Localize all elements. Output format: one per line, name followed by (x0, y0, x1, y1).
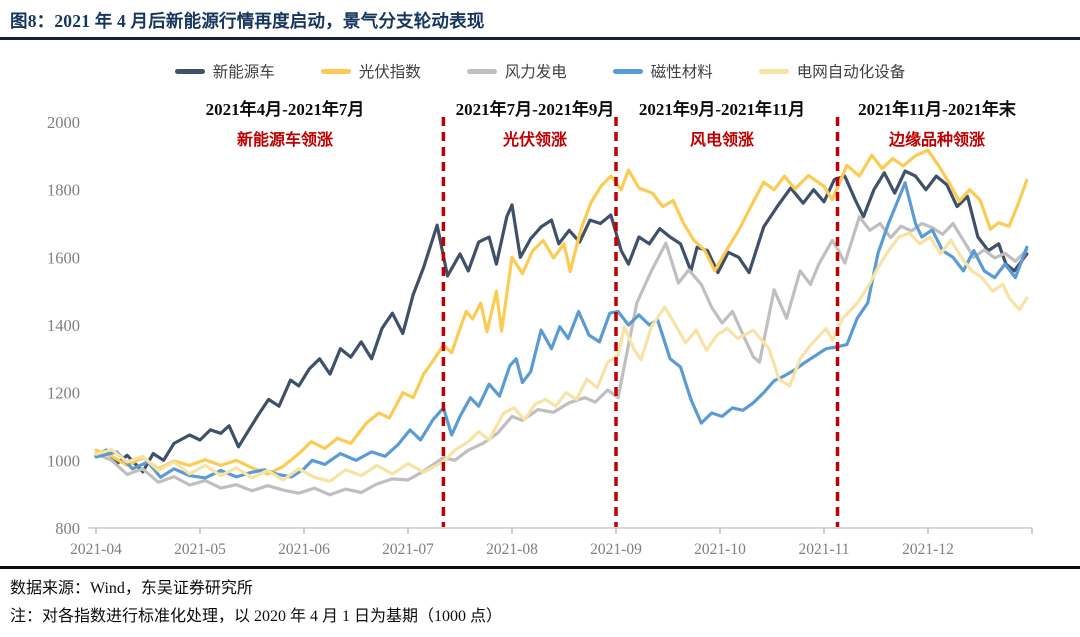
data-source-note: 数据来源：Wind，东吴证券研究所 (10, 580, 253, 597)
legend-swatch-grid-automation-equipment (758, 68, 789, 74)
legend-swatch-wind-power (466, 68, 497, 74)
y-tick-label: 1800 (47, 181, 80, 200)
legend-label: 风力发电 (504, 64, 567, 81)
y-tick-label: 1000 (47, 451, 80, 470)
x-tick-label: 2021-09 (590, 541, 642, 558)
x-tick-label: 2021-07 (382, 541, 434, 558)
series-line-new-energy-vehicle (94, 169, 1029, 474)
x-tick-label: 2021-11 (798, 541, 849, 558)
legend-label: 电网自动化设备 (796, 64, 906, 81)
series-line-pv-index (94, 148, 1029, 476)
legend-item-magnetic-materials: 磁性材料 (612, 60, 713, 82)
y-tick-label: 800 (55, 519, 80, 538)
legend-item-wind-power: 风力发电 (466, 60, 567, 82)
legend-swatch-magnetic-materials (612, 68, 643, 74)
series-line-magnetic-materials (94, 181, 1029, 480)
methodology-note: 注：对各指数进行标准化处理，以 2020 年 4 月 1 日为基期（1000 点… (10, 608, 503, 625)
legend-label: 光伏指数 (358, 64, 421, 81)
x-tick-label: 2021-08 (486, 541, 538, 558)
legend-item-new-energy-vehicle: 新能源车 (174, 60, 275, 82)
chart-legend: 新能源车 光伏指数 风力发电 磁性材料 电网自动化设备 (0, 60, 1080, 82)
y-tick-label: 2000 (47, 113, 80, 132)
footer-divider-line (0, 566, 1080, 569)
y-tick-label: 1600 (47, 248, 80, 267)
title-divider-line (0, 37, 1080, 40)
legend-item-grid-automation-equipment: 电网自动化设备 (758, 60, 906, 82)
legend-label: 新能源车 (212, 64, 275, 81)
series-line-wind-power (94, 215, 1029, 497)
y-tick-label: 1200 (47, 384, 80, 403)
x-tick-label: 2021-04 (70, 541, 122, 558)
legend-item-pv-index: 光伏指数 (320, 60, 421, 82)
figure-title: 图8：2021 年 4 月后新能源行情再度启动，景气分支轮动表现 (10, 11, 485, 31)
series-line-grid-automation-equipment (94, 231, 1029, 483)
y-tick-label: 1400 (47, 316, 80, 335)
legend-swatch-pv-index (320, 68, 351, 74)
x-tick-label: 2021-12 (902, 541, 954, 558)
x-tick-label: 2021-06 (278, 541, 330, 558)
legend-label: 磁性材料 (650, 64, 713, 81)
legend-swatch-new-energy-vehicle (174, 68, 205, 74)
x-tick-label: 2021-10 (694, 541, 746, 558)
x-tick-label: 2021-05 (174, 541, 226, 558)
